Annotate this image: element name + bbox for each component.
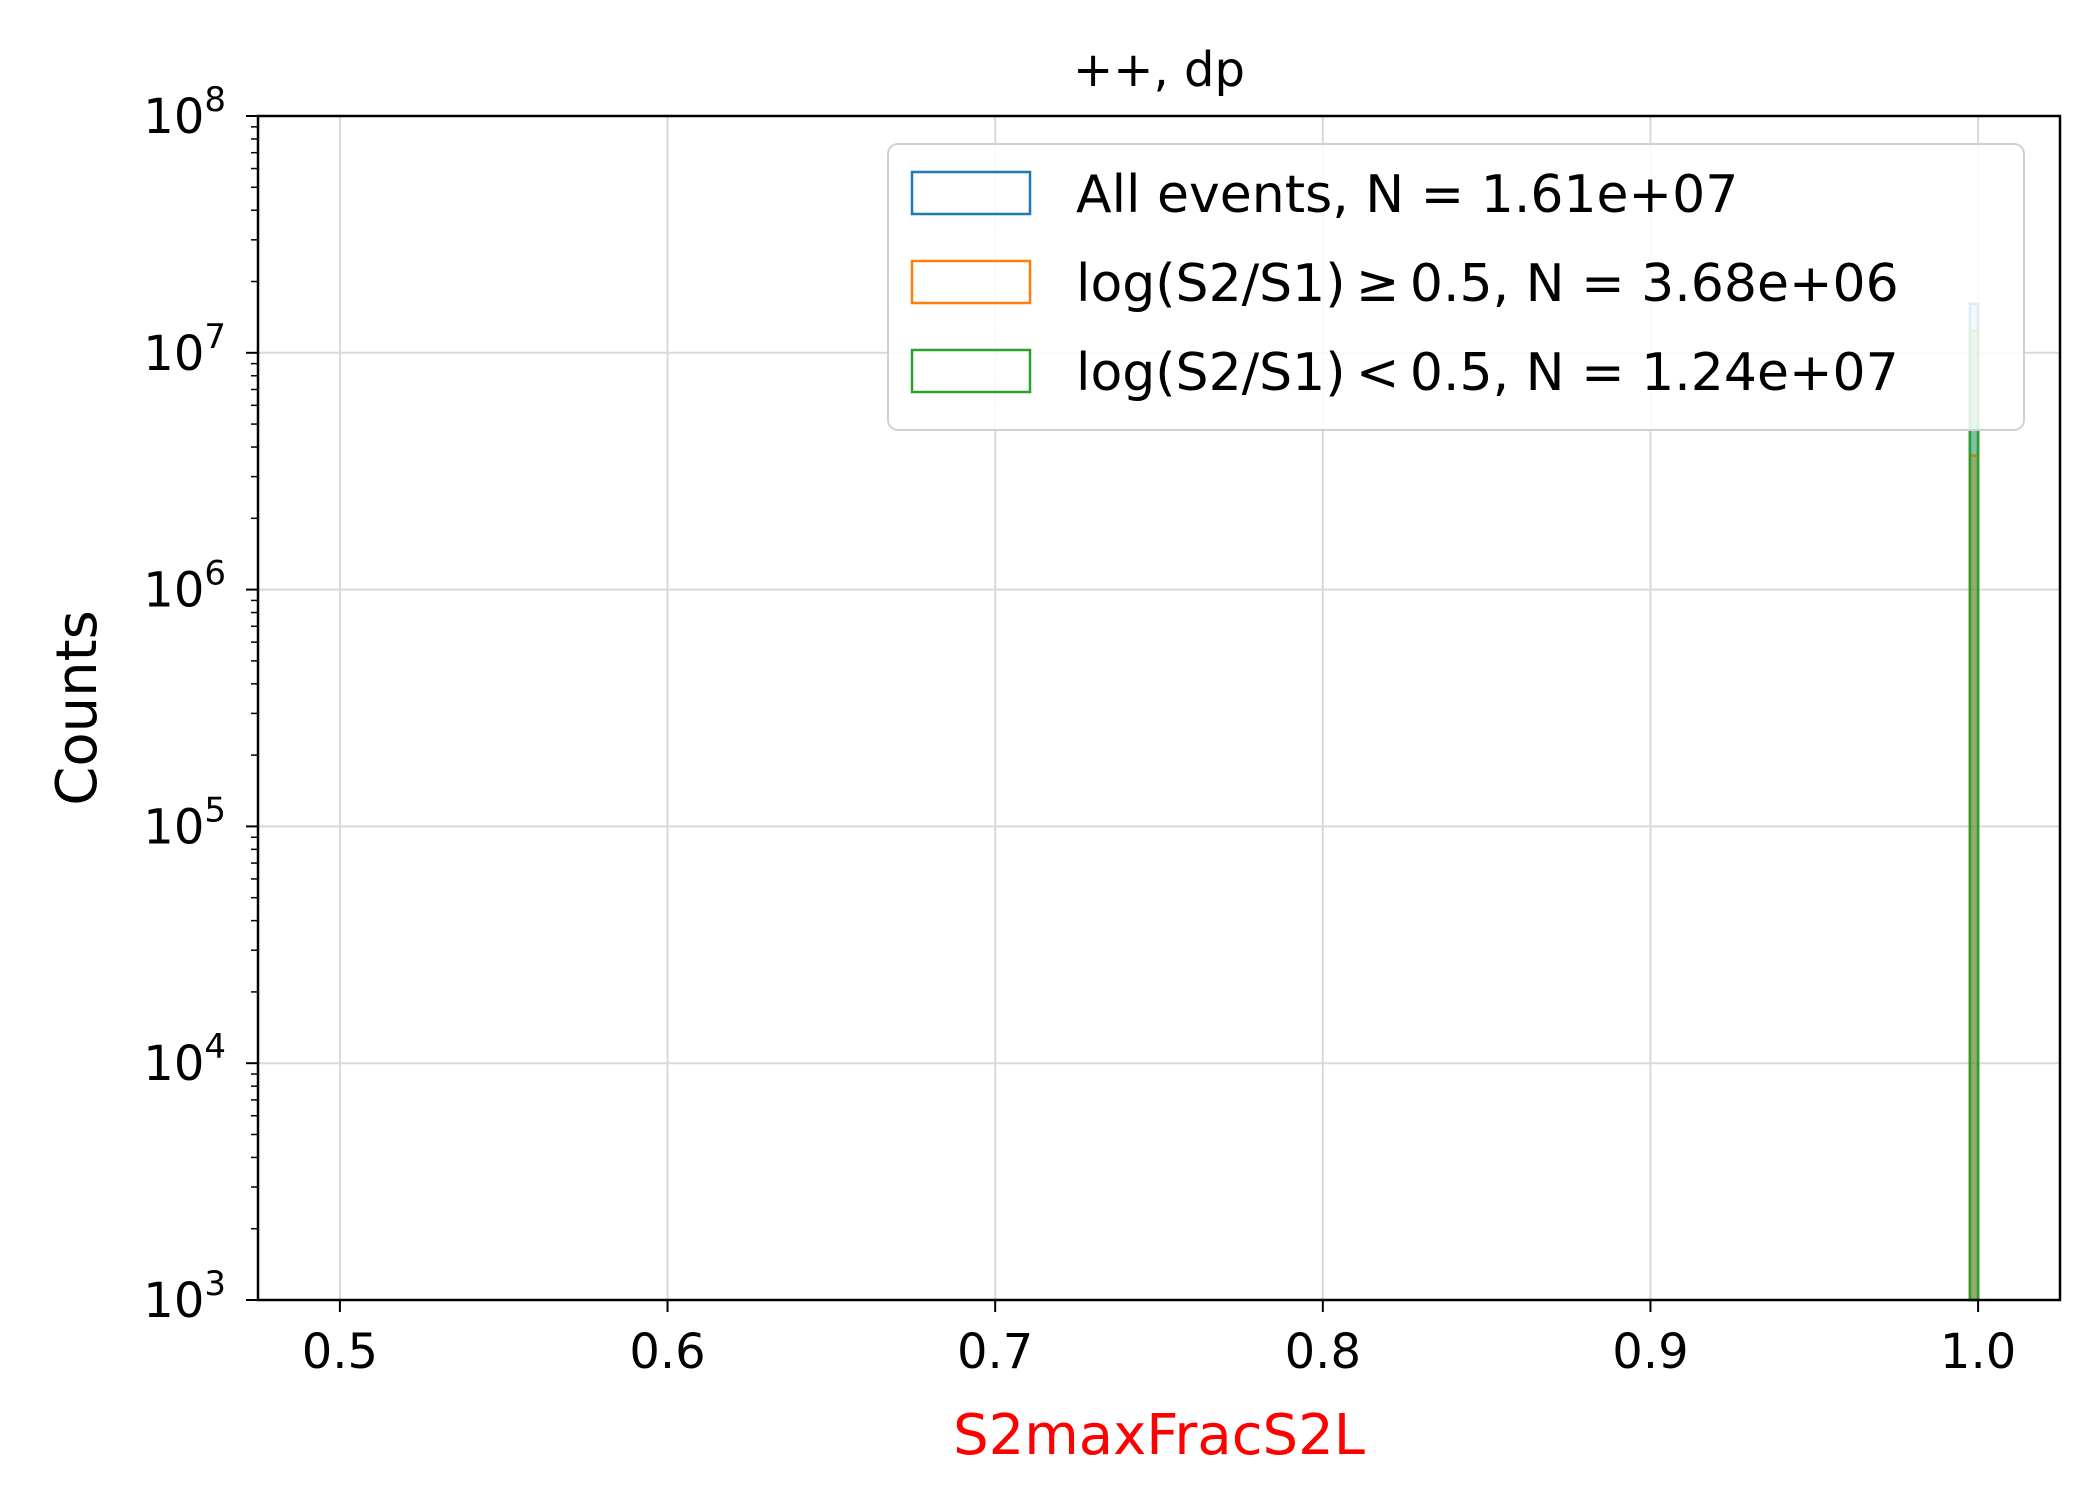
y-tick-label: 106 [143, 554, 226, 619]
axis-ticks [246, 115, 1980, 1312]
chart-title: ++, dp [1073, 42, 1245, 98]
x-tick-label: 0.5 [302, 1324, 378, 1380]
x-tick-label: 1.0 [1940, 1324, 2016, 1380]
legend-label-all-events: All events, N = 1.61e+07 [1076, 165, 1738, 225]
y-tick-labels: 103 104 105 106 107 108 [143, 80, 226, 1329]
plot-frame [256, 114, 2062, 1302]
legend-swatch-all-events [910, 170, 1032, 216]
x-tick-label: 0.8 [1285, 1324, 1361, 1380]
y-axis-label: Counts [45, 610, 110, 805]
legend-swatch-high-ratio [910, 259, 1032, 305]
y-tick-label: 104 [143, 1027, 226, 1092]
legend-swatch-low-ratio [910, 348, 1032, 394]
y-tick-label: 103 [143, 1264, 226, 1329]
y-tick-label: 108 [143, 80, 226, 145]
legend-label-low-ratio: log(S2/S1) < 0.5, N = 1.24e+07 [1076, 343, 1899, 403]
x-axis-label: S2maxFracS2L [953, 1403, 1365, 1468]
legend-box [887, 143, 2025, 431]
legend-label-high-ratio: log(S2/S1) ≥ 0.5, N = 3.68e+06 [1076, 254, 1899, 314]
x-tick-label: 0.9 [1612, 1324, 1688, 1380]
x-tick-labels: 0.5 0.6 0.7 0.8 0.9 1.0 [302, 1324, 2017, 1380]
x-tick-label: 0.7 [957, 1324, 1033, 1380]
x-tick-label: 0.6 [629, 1324, 705, 1380]
y-tick-label: 107 [143, 317, 226, 382]
y-tick-label: 105 [143, 790, 226, 855]
histogram-bars [1968, 302, 1980, 1302]
legend: All events, N = 1.61e+07 log(S2/S1) ≥ 0.… [887, 143, 2025, 431]
histogram-bar-low-ratio [1968, 329, 1980, 1302]
